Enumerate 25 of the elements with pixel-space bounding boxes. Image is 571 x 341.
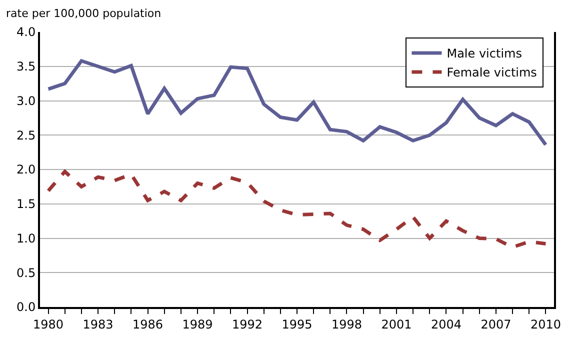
x-tick-label: 2007 bbox=[480, 317, 512, 332]
x-tick-label: 2004 bbox=[430, 317, 462, 332]
y-tick-label: 1.0 bbox=[16, 231, 36, 246]
y-tick-label: 2.0 bbox=[16, 162, 36, 177]
legend-label: Male victims bbox=[446, 46, 522, 61]
y-tick-label: 1.5 bbox=[16, 197, 36, 212]
line-series bbox=[46, 170, 548, 249]
x-tick-label: 2010 bbox=[530, 317, 561, 332]
line-series bbox=[46, 59, 548, 146]
x-tick-label: 2001 bbox=[381, 317, 412, 332]
legend-label: Female victims bbox=[446, 66, 537, 80]
y-tick-label: 0.0 bbox=[16, 300, 36, 314]
x-tick-label: 1983 bbox=[82, 317, 114, 332]
y-tick-label: 2.5 bbox=[16, 128, 36, 142]
x-tick-label: 1989 bbox=[182, 317, 213, 332]
x-tick-label: 1986 bbox=[132, 317, 164, 332]
x-tick-label: 1980 bbox=[33, 317, 64, 332]
y-tick-label: 3.5 bbox=[16, 60, 36, 74]
x-tick-label: 1995 bbox=[282, 317, 312, 332]
y-axis-title: rate per 100,000 population bbox=[6, 7, 162, 20]
y-tick-label: 3.0 bbox=[16, 94, 36, 108]
x-tick-label: 1992 bbox=[232, 317, 263, 332]
x-tick-label: 1998 bbox=[331, 317, 362, 332]
y-tick-label: 0.5 bbox=[16, 266, 36, 280]
y-tick-label: 4.0 bbox=[16, 25, 36, 40]
